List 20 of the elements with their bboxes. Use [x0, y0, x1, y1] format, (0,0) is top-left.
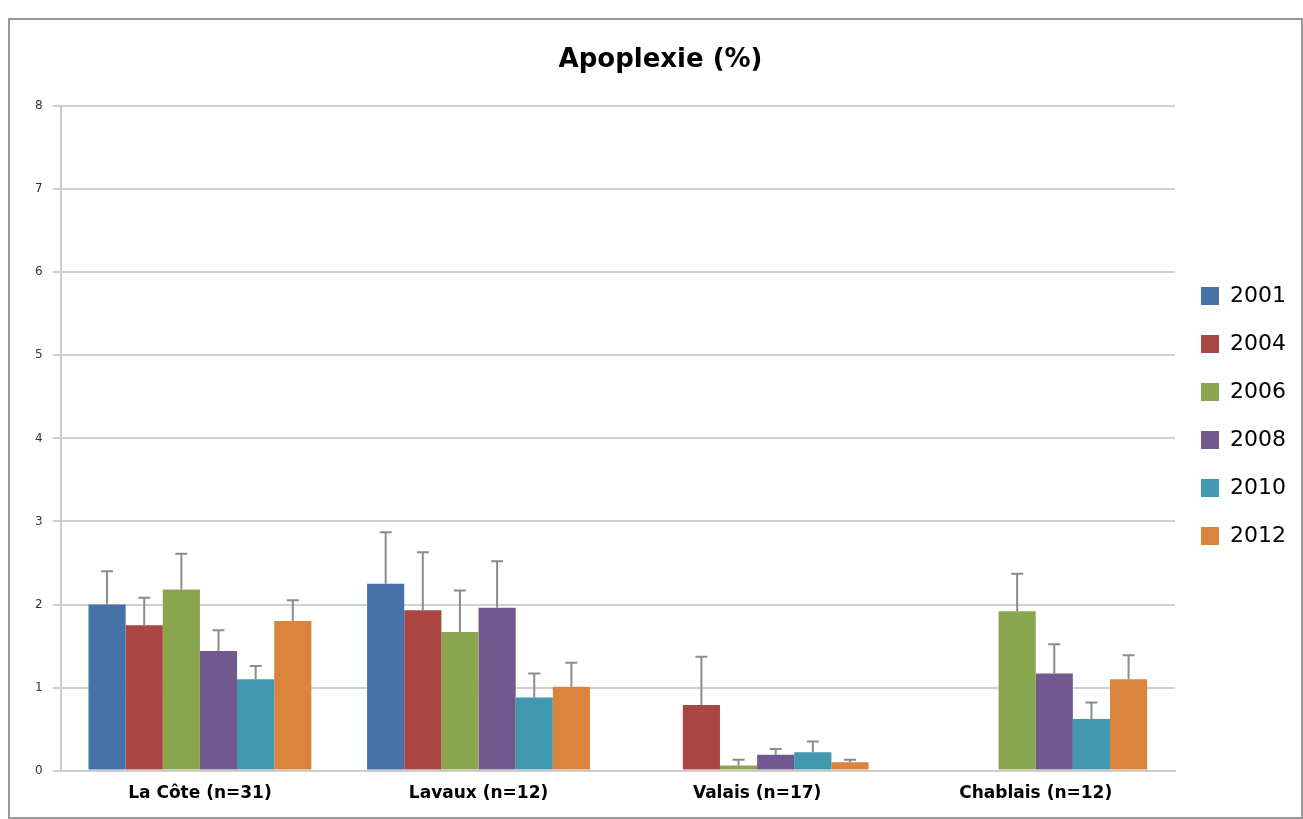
- x-tick-label: Chablais (n=12): [959, 782, 1113, 803]
- legend-label: 2008: [1230, 425, 1287, 451]
- legend-label: 2012: [1230, 521, 1287, 547]
- legend-label: 2006: [1230, 377, 1287, 403]
- y-tick-label: 2: [34, 596, 43, 611]
- x-tick-label: Lavaux (n=12): [408, 782, 549, 803]
- y-tick-label: 1: [34, 679, 43, 694]
- legend-label: 2004: [1230, 329, 1287, 355]
- legend-label: 2010: [1230, 473, 1287, 499]
- legend-label: 2001: [1230, 281, 1287, 307]
- y-tick-label: 4: [34, 430, 43, 445]
- y-tick-label: 5: [34, 347, 43, 362]
- y-tick-label: 3: [34, 513, 43, 528]
- y-tick-label: 6: [34, 264, 43, 279]
- y-tick-label: 7: [34, 181, 43, 196]
- x-tick-label: Valais (n=17): [692, 782, 822, 803]
- y-tick-label: 8: [34, 98, 43, 113]
- chart-title: Apoplexie (%): [558, 43, 763, 74]
- y-tick-label: 0: [34, 762, 43, 777]
- x-tick-label: La Côte (n=31): [128, 782, 272, 803]
